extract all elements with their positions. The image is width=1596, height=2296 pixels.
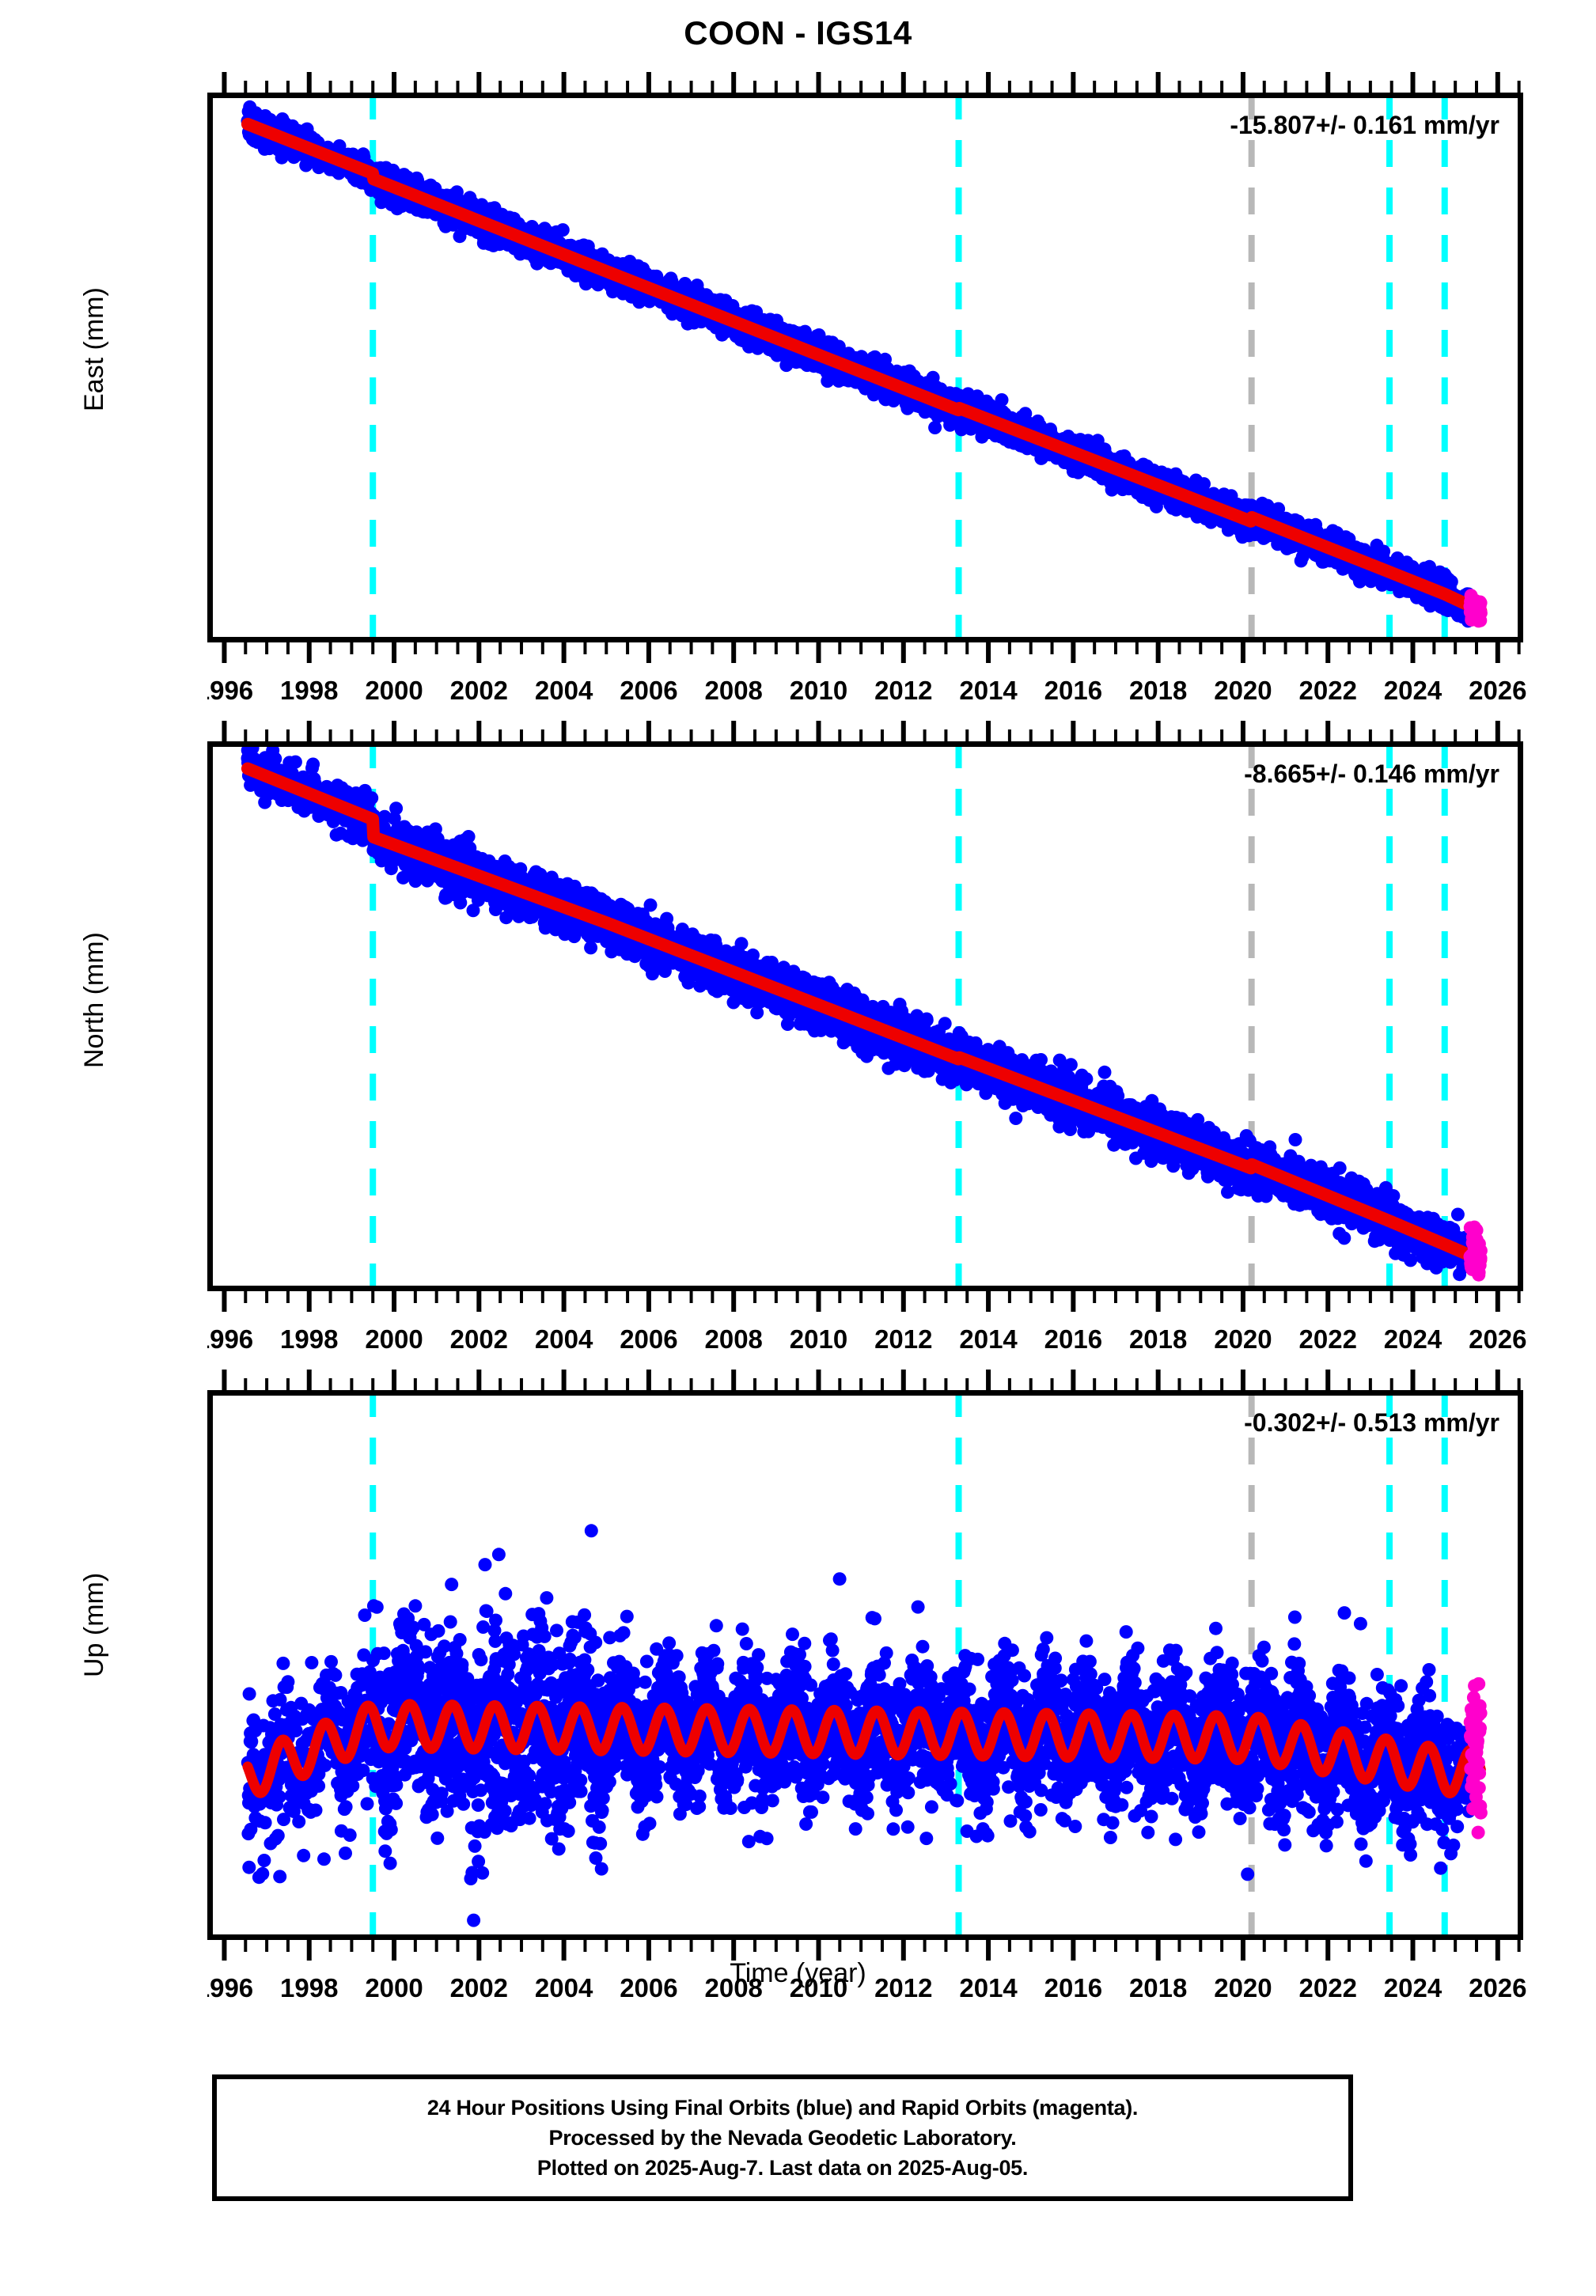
up-panel: 6040200−20199619982000200220042006200820… (207, 1345, 1596, 2027)
east-axis-label: East (mm) (79, 287, 110, 411)
north-panel-canvas: 120600−60−120199619982000200220042006200… (207, 696, 1596, 1378)
rate-annotation: -8.665+/- 0.146 mm/yr (1244, 760, 1499, 788)
east-panel: 2001000−100−2001996199820002002200420062… (207, 47, 1596, 729)
rate-annotation: -0.302+/- 0.513 mm/yr (1244, 1408, 1499, 1437)
caption-line-2: Processed by the Nevada Geodetic Laborat… (548, 2123, 1016, 2153)
rate-annotation: -15.807+/- 0.161 mm/yr (1230, 111, 1499, 139)
north-axis-label: North (mm) (79, 932, 110, 1068)
page-title: COON - IGS14 (0, 14, 1596, 52)
model-fit-line (248, 124, 1480, 611)
final-orbit-points (241, 1524, 1477, 2000)
caption-line-1: 24 Hour Positions Using Final Orbits (bl… (427, 2093, 1138, 2123)
caption-line-3: Plotted on 2025-Aug-7. Last data on 2025… (537, 2153, 1028, 2183)
rapid-orbit-points (1464, 589, 1488, 627)
rapid-orbit-points (1464, 1221, 1488, 1282)
caption-box: 24 Hour Positions Using Final Orbits (bl… (212, 2074, 1353, 2201)
up-axis-label: Up (mm) (79, 1573, 110, 1677)
up-panel-canvas: 6040200−20199619982000200220042006200820… (207, 1345, 1596, 2027)
x-axis-label: Time (year) (0, 1958, 1596, 1989)
east-panel-canvas: 2001000−100−2001996199820002002200420062… (207, 47, 1596, 729)
north-panel: 120600−60−120199619982000200220042006200… (207, 696, 1596, 1378)
final-orbit-points (241, 741, 1477, 1281)
